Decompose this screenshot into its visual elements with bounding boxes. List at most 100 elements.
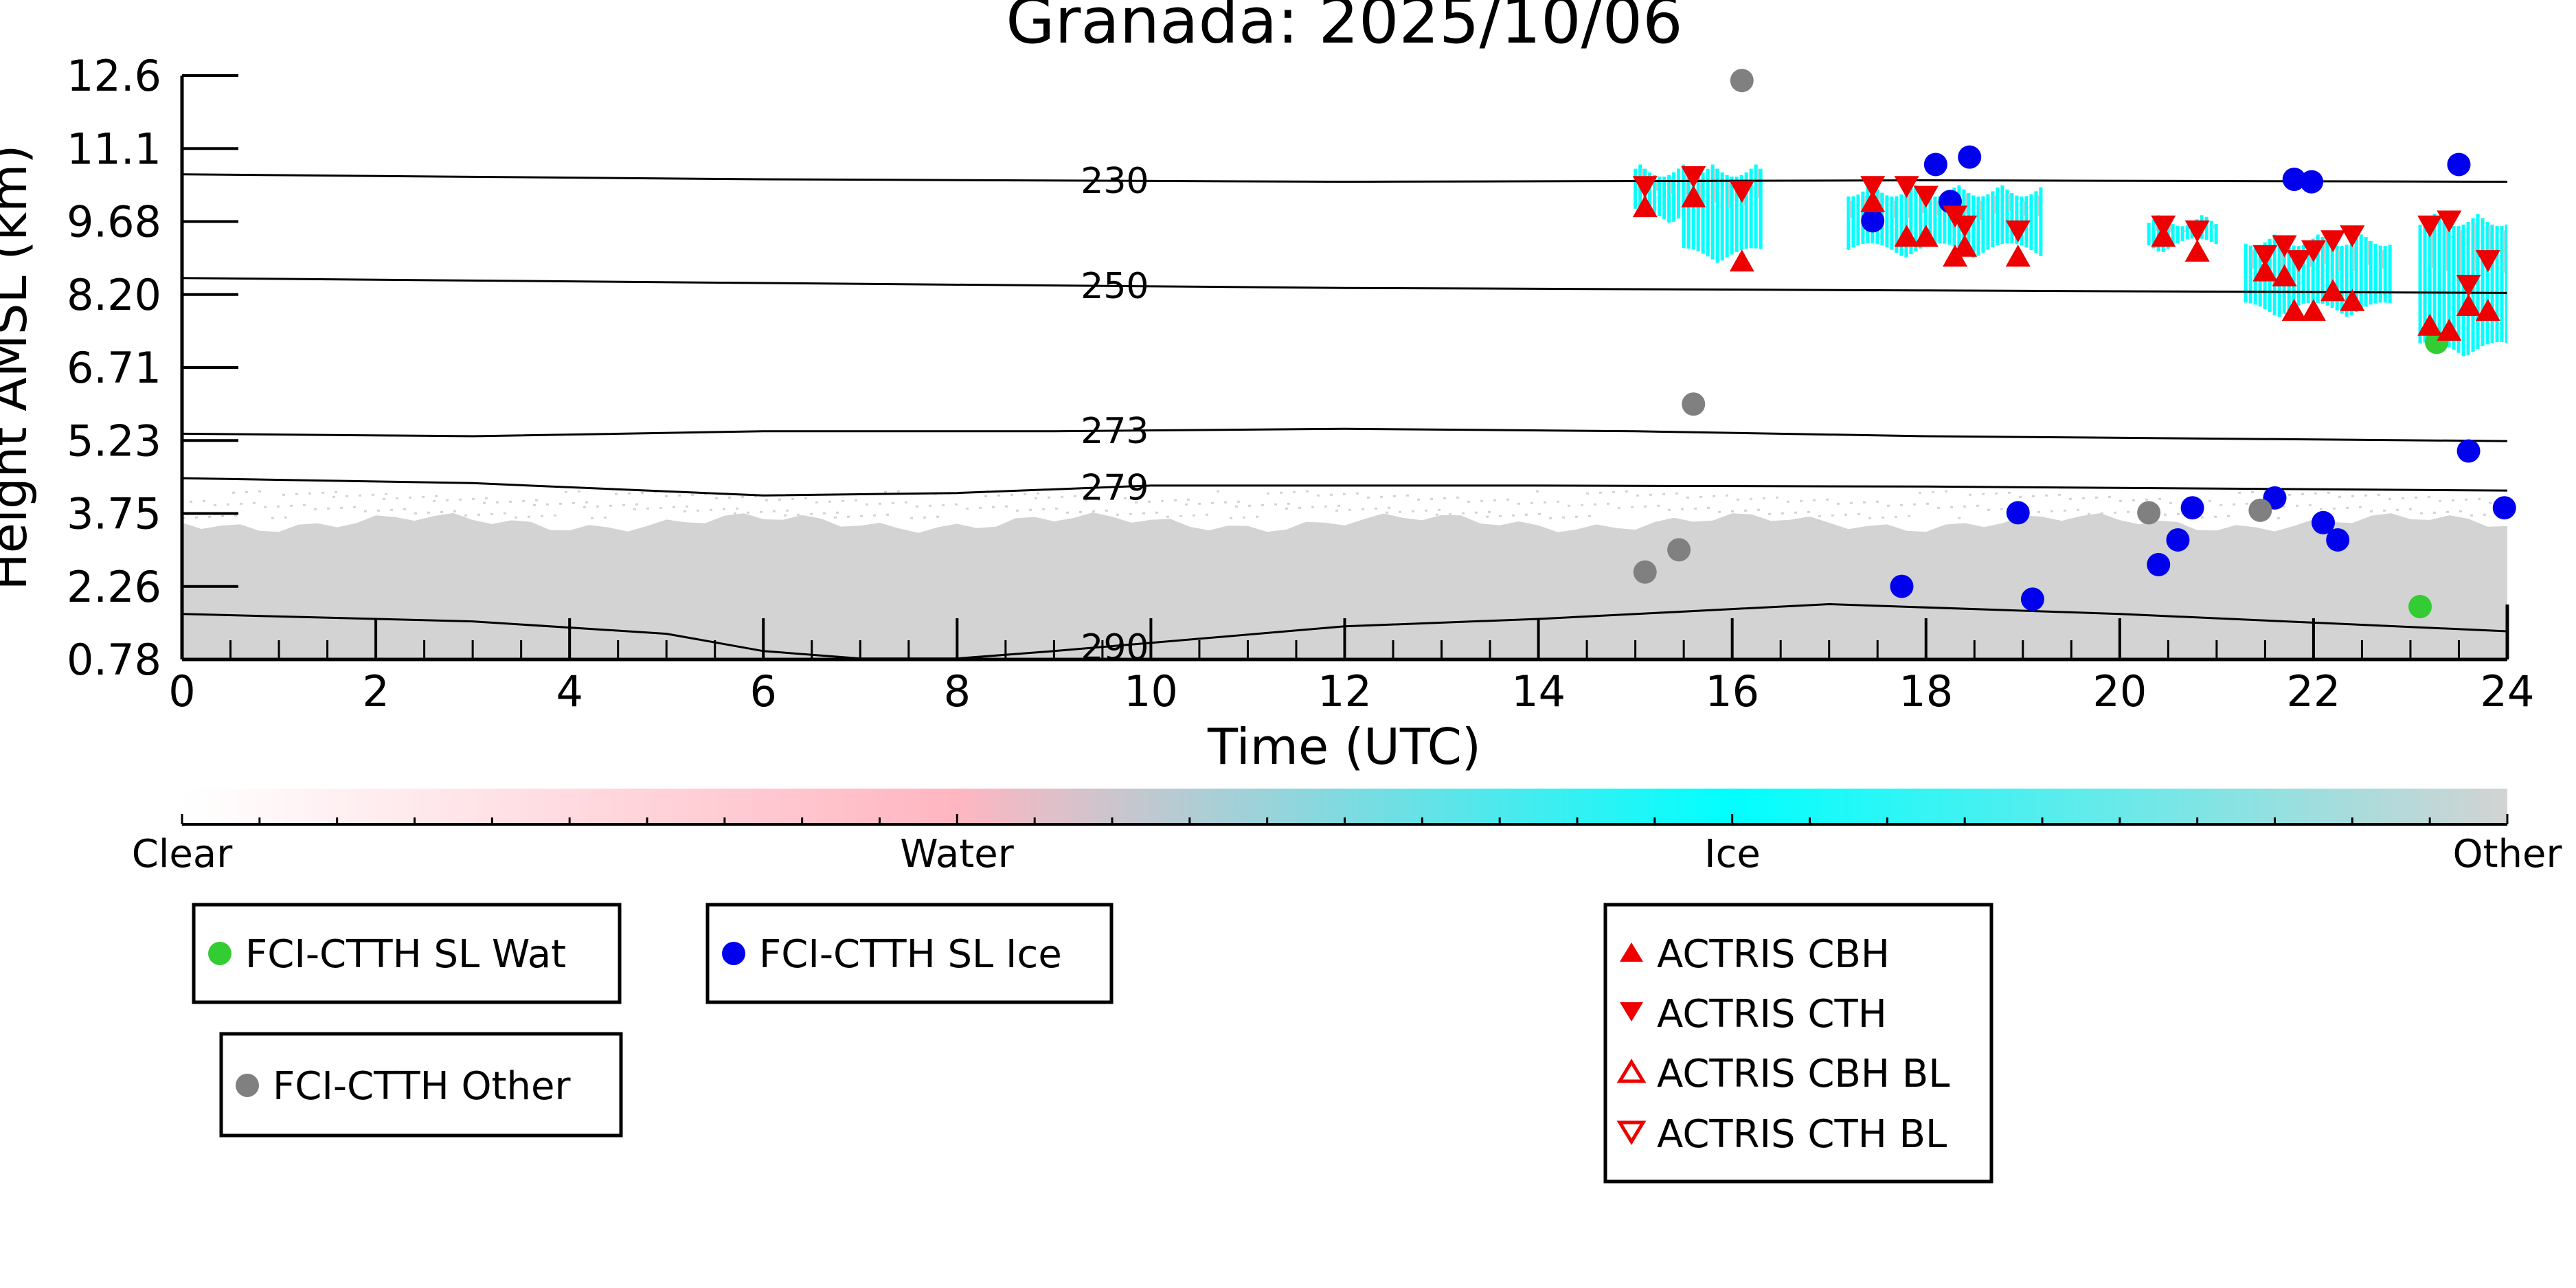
point-actris-cth: [2151, 215, 2176, 238]
y-ticks: 12.6 11.1 9.68 8.20 6.71 5.23 3.75 2.26 0.78: [67, 51, 238, 685]
low-cloud-speckle: [1895, 515, 1897, 518]
low-cloud-speckle: [1436, 513, 1438, 516]
low-cloud-speckle: [1375, 507, 1377, 510]
low-cloud-speckle: [1950, 506, 1953, 508]
legend-actris: ACTRIS CBH ACTRIS CTH ACTRIS CBH BL ACTR…: [1603, 903, 1993, 1184]
low-cloud-speckle: [1686, 496, 1689, 499]
point-actris-cth: [2320, 230, 2346, 253]
low-cloud-speckle: [704, 493, 707, 495]
low-cloud-speckle: [258, 490, 261, 493]
point-fci-ctth-sl-ice: [2006, 501, 2030, 525]
chart-title: Granada: 2025/10/06: [1006, 0, 1682, 58]
legend-sl-ice: FCI-CTTH SL Ice: [705, 903, 1114, 1004]
low-cloud-speckle: [786, 509, 789, 512]
low-cloud-speckle: [2320, 508, 2323, 510]
point-actris-cth: [2286, 250, 2312, 273]
low-cloud-speckle: [282, 493, 285, 496]
low-cloud-speckle: [1185, 503, 1188, 506]
point-fci-ctth-sl-ice: [2166, 528, 2190, 552]
low-cloud-speckle: [295, 493, 298, 495]
low-cloud-speckle: [2388, 497, 2391, 500]
low-cloud-speckle: [1380, 495, 1383, 498]
low-cloud-speckle: [2058, 493, 2061, 496]
low-cloud-speckle: [528, 515, 530, 518]
low-cloud-speckle: [1750, 497, 1752, 500]
low-cloud-speckle: [264, 506, 267, 508]
x-tick-label: 10: [1124, 666, 1178, 716]
low-cloud-speckle: [1844, 513, 1847, 516]
low-cloud-speckle: [2177, 512, 2180, 515]
low-cloud-speckle: [271, 517, 274, 519]
low-cloud-speckle: [936, 515, 939, 518]
point-actris-cbh: [2301, 299, 2326, 321]
low-cloud-speckle: [390, 508, 393, 511]
legend-cth-bl-marker: [1616, 1120, 1647, 1145]
low-cloud-speckle: [203, 499, 205, 502]
point-actris-cth: [1681, 166, 1706, 188]
low-cloud-speckle: [873, 514, 876, 517]
low-cloud-speckle: [535, 499, 538, 501]
isotherm-label-230: 230: [1081, 161, 1149, 202]
low-cloud-speckle: [942, 504, 945, 506]
low-cloud-speckle: [1155, 511, 1158, 514]
low-cloud-speckle: [1324, 505, 1327, 508]
low-cloud-speckle: [1675, 492, 1678, 495]
low-cloud-speckle: [221, 515, 224, 517]
low-cloud-speckle: [1908, 515, 1910, 517]
low-cloud-speckle: [435, 495, 438, 497]
point-actris-cth: [2184, 220, 2210, 242]
low-cloud-speckle: [483, 501, 486, 504]
low-cloud-speckle: [1406, 494, 1409, 497]
low-cloud-speckle: [1506, 498, 1509, 501]
low-cloud-speckle: [1438, 508, 1440, 511]
low-cloud-speckle: [1919, 491, 1921, 494]
low-cloud-speckle: [533, 504, 536, 506]
low-cloud-speckle: [773, 510, 776, 512]
x-tick-label: 12: [1318, 666, 1372, 716]
low-cloud-speckle: [855, 499, 857, 501]
low-cloud-speckle: [308, 492, 311, 495]
low-cloud-speckle: [190, 500, 192, 503]
low-cloud-speckle: [910, 517, 913, 519]
low-cloud-speckle: [2233, 503, 2235, 506]
low-cloud-speckle: [464, 514, 467, 517]
low-cloud-speckle: [583, 506, 586, 508]
low-cloud-speckle: [1536, 490, 1539, 493]
legend-sl-wat: FCI-CTTH SL Wat: [192, 903, 622, 1004]
low-cloud-speckle: [1449, 512, 1451, 515]
low-cloud-speckle: [340, 506, 343, 509]
low-cloud-speckle: [691, 493, 694, 496]
low-cloud-speckle: [321, 491, 324, 494]
low-cloud-speckle: [414, 512, 417, 515]
low-cloud-speckle: [1074, 495, 1076, 497]
low-cloud-speckle: [2145, 498, 2148, 501]
low-cloud-speckle: [346, 495, 348, 497]
low-cloud-speckle: [609, 504, 612, 507]
low-cloud-speckle: [2227, 515, 2230, 517]
low-cloud-speckle: [734, 512, 736, 515]
colorbar-label-ice: Ice: [1704, 832, 1761, 877]
low-cloud-speckle: [2037, 510, 2040, 513]
point-actris-cbh: [1913, 225, 1939, 247]
low-cloud-speckle: [1092, 510, 1095, 512]
low-cloud-speckle: [1588, 515, 1591, 517]
low-cloud-speckle: [459, 498, 462, 501]
low-cloud-speckle: [409, 496, 411, 499]
low-cloud-speckle: [1488, 510, 1491, 513]
low-cloud-speckle: [591, 517, 594, 519]
legend-sl-wat-label: FCI-CTTH SL Wat: [245, 932, 566, 977]
low-cloud-speckle: [1098, 498, 1100, 501]
low-cloud-speckle: [433, 499, 436, 502]
low-cloud-speckle: [1116, 513, 1119, 516]
low-cloud-speckle: [741, 495, 744, 498]
point-actris-cbh: [2252, 259, 2278, 282]
isotherm-label-273: 273: [1081, 411, 1149, 452]
low-cloud-speckle: [760, 510, 762, 513]
low-cloud-speckle: [1193, 514, 1195, 517]
low-cloud-speckle: [1293, 490, 1296, 493]
low-cloud-speckle: [1612, 490, 1615, 493]
low-cloud-speckle: [604, 516, 607, 519]
point-actris-cth: [1952, 215, 1978, 238]
low-cloud-speckle: [1480, 499, 1483, 502]
